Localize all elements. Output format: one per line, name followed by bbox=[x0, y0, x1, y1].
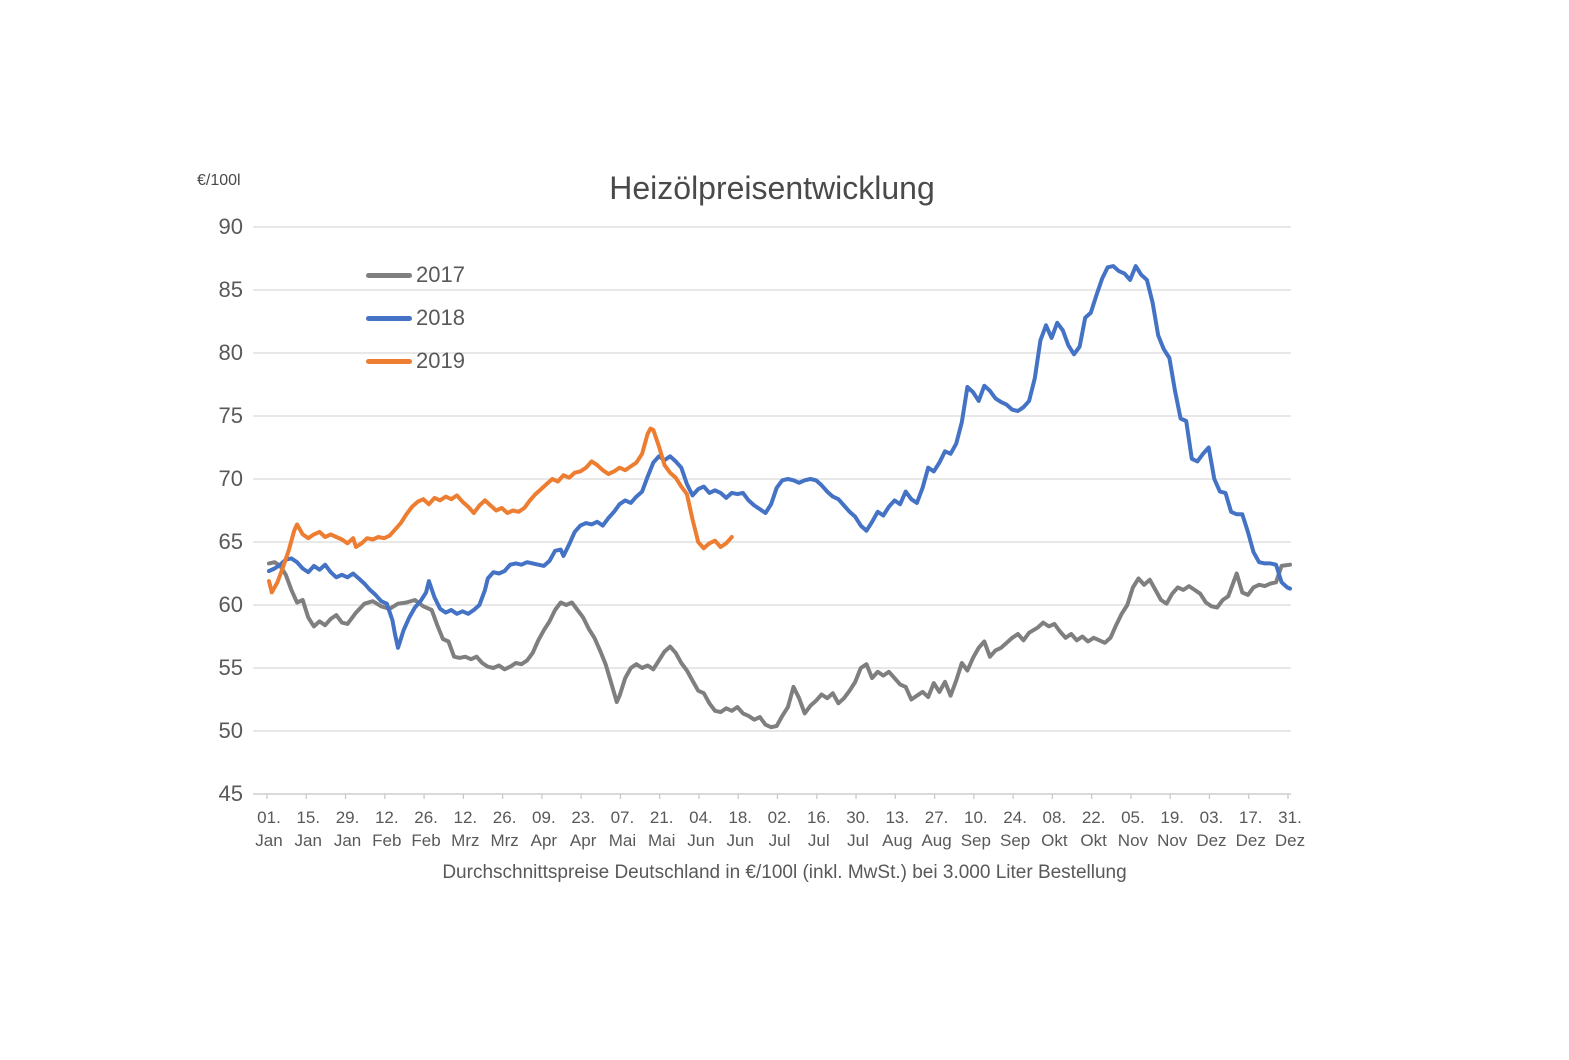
x-tick-label: 22. Okt bbox=[1080, 808, 1107, 850]
legend-label-2019: 2019 bbox=[416, 348, 465, 373]
y-tick-label: 45 bbox=[218, 781, 243, 806]
x-tick-label: 01. Jan bbox=[255, 808, 283, 850]
y-tick-label: 70 bbox=[218, 466, 243, 491]
y-tick-label: 85 bbox=[218, 277, 243, 302]
x-tick-label: 03. Dez bbox=[1196, 808, 1227, 850]
x-tick-label: 12. Feb bbox=[372, 808, 402, 850]
x-tick-label: 18. Jun bbox=[726, 808, 754, 850]
y-tick-label: 65 bbox=[218, 529, 243, 554]
x-tick-label: 17. Dez bbox=[1235, 808, 1266, 850]
x-tick-label: 31. Dez bbox=[1274, 808, 1306, 850]
y-tick-label: 50 bbox=[218, 718, 243, 743]
x-tick-label: 07. Mai bbox=[608, 808, 637, 850]
legend-swatch-2018 bbox=[366, 315, 412, 321]
x-tick-label: 04. Jun bbox=[687, 808, 715, 850]
x-tick-label: 02. Jul bbox=[767, 808, 792, 850]
x-tick-label: 10. Sep bbox=[960, 808, 991, 850]
x-tick-label: 12. Mrz bbox=[451, 808, 480, 850]
x-tick-label: 24. Sep bbox=[999, 808, 1031, 850]
x-tick-label: 30. Jul bbox=[846, 808, 870, 850]
y-tick-label: 80 bbox=[218, 340, 243, 365]
series-line-2019 bbox=[267, 426, 734, 595]
series-line-2017 bbox=[267, 560, 1292, 730]
x-tick-label: 09. Apr bbox=[530, 808, 558, 850]
caption: Durchschnittspreise Deutschland in €/100… bbox=[442, 862, 1127, 883]
x-tick-label: 27. Aug bbox=[921, 808, 952, 850]
y-axis-unit-label: €/100l bbox=[197, 172, 241, 189]
series-line-2018 bbox=[267, 264, 1292, 650]
y-tick-label: 75 bbox=[218, 403, 243, 428]
legend-item-2019: 2019 bbox=[366, 347, 465, 375]
legend-swatch-2017 bbox=[366, 272, 412, 278]
x-tick-label: 21. Mai bbox=[647, 808, 676, 850]
y-tick-label: 55 bbox=[218, 655, 243, 680]
x-tick-label: 15. Jan bbox=[294, 808, 322, 850]
chart-title: Heizölpreisentwicklung bbox=[609, 170, 935, 206]
y-tick-label: 90 bbox=[218, 214, 243, 239]
x-tick-label: 29. Jan bbox=[333, 808, 362, 850]
x-tick-label: 08. Okt bbox=[1041, 808, 1068, 850]
legend-item-2018: 2018 bbox=[366, 304, 465, 332]
legend-label-2017: 2017 bbox=[416, 262, 465, 287]
x-tick-label: 23. Apr bbox=[569, 808, 597, 850]
legend-label-2018: 2018 bbox=[416, 305, 465, 330]
x-tick-label: 26. Mrz bbox=[490, 808, 519, 850]
x-tick-label: 19. Nov bbox=[1157, 808, 1188, 850]
x-tick-label: 16. Jul bbox=[806, 808, 831, 850]
x-tick-label: 13. Aug bbox=[882, 808, 913, 850]
x-tick-label: 26. Feb bbox=[411, 808, 441, 850]
legend-swatch-2019 bbox=[366, 358, 412, 364]
x-tick-label: 05. Nov bbox=[1117, 808, 1149, 850]
y-tick-label: 60 bbox=[218, 592, 243, 617]
legend-item-2017: 2017 bbox=[366, 261, 465, 289]
